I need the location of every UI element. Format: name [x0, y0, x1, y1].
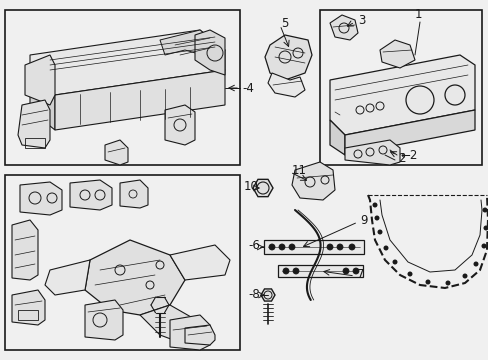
Polygon shape	[379, 40, 414, 68]
Text: 5: 5	[281, 17, 288, 30]
Polygon shape	[12, 220, 38, 280]
Text: 9: 9	[359, 213, 367, 226]
Polygon shape	[267, 73, 305, 97]
Bar	[5, 175, 240, 350]
Circle shape	[383, 246, 387, 251]
Polygon shape	[160, 30, 224, 60]
Polygon shape	[291, 162, 334, 200]
Polygon shape	[120, 180, 148, 208]
Circle shape	[445, 280, 449, 285]
Text: 11: 11	[291, 163, 306, 176]
Circle shape	[352, 268, 358, 274]
Circle shape	[407, 271, 412, 276]
Polygon shape	[184, 325, 215, 345]
Polygon shape	[345, 140, 399, 165]
Circle shape	[348, 244, 354, 250]
Polygon shape	[45, 260, 90, 295]
Polygon shape	[12, 290, 45, 325]
Circle shape	[483, 225, 488, 230]
Circle shape	[392, 260, 397, 265]
Bar	[25, 138, 45, 148]
Polygon shape	[329, 55, 474, 135]
Bar	[319, 10, 481, 165]
Circle shape	[374, 216, 379, 220]
Text: ←2: ←2	[399, 149, 417, 162]
Text: 1: 1	[414, 8, 422, 21]
Bar	[18, 310, 38, 320]
Polygon shape	[25, 55, 55, 105]
Polygon shape	[140, 305, 209, 348]
Polygon shape	[164, 105, 195, 145]
Circle shape	[472, 261, 478, 266]
Text: -4: -4	[242, 81, 253, 95]
Polygon shape	[170, 315, 209, 350]
Bar	[264, 240, 363, 254]
Polygon shape	[261, 289, 274, 301]
Circle shape	[482, 207, 487, 212]
Polygon shape	[329, 15, 357, 40]
Text: 10: 10	[244, 180, 258, 193]
Polygon shape	[85, 300, 123, 340]
Bar	[5, 10, 240, 165]
Polygon shape	[30, 75, 55, 130]
Text: 3: 3	[357, 14, 365, 27]
Circle shape	[279, 244, 285, 250]
Circle shape	[372, 202, 377, 207]
Polygon shape	[252, 179, 272, 197]
Polygon shape	[105, 140, 128, 165]
Text: -6: -6	[247, 239, 259, 252]
Polygon shape	[30, 30, 224, 95]
Polygon shape	[329, 120, 345, 155]
Circle shape	[268, 244, 274, 250]
Circle shape	[342, 268, 348, 274]
Circle shape	[288, 244, 294, 250]
Polygon shape	[170, 245, 229, 280]
Circle shape	[292, 268, 298, 274]
Polygon shape	[55, 70, 224, 130]
Polygon shape	[195, 30, 224, 75]
Polygon shape	[345, 110, 474, 155]
Bar	[278, 265, 362, 277]
Polygon shape	[70, 180, 112, 210]
Polygon shape	[20, 182, 62, 215]
Polygon shape	[264, 35, 311, 80]
Circle shape	[462, 274, 467, 279]
Polygon shape	[18, 100, 50, 148]
Text: -8: -8	[247, 288, 259, 301]
Circle shape	[377, 230, 382, 234]
Polygon shape	[85, 240, 184, 315]
Circle shape	[425, 279, 429, 284]
Text: 2: 2	[397, 152, 405, 165]
Circle shape	[481, 243, 486, 248]
Text: 7: 7	[356, 267, 364, 280]
Circle shape	[283, 268, 288, 274]
Circle shape	[326, 244, 332, 250]
Circle shape	[336, 244, 342, 250]
